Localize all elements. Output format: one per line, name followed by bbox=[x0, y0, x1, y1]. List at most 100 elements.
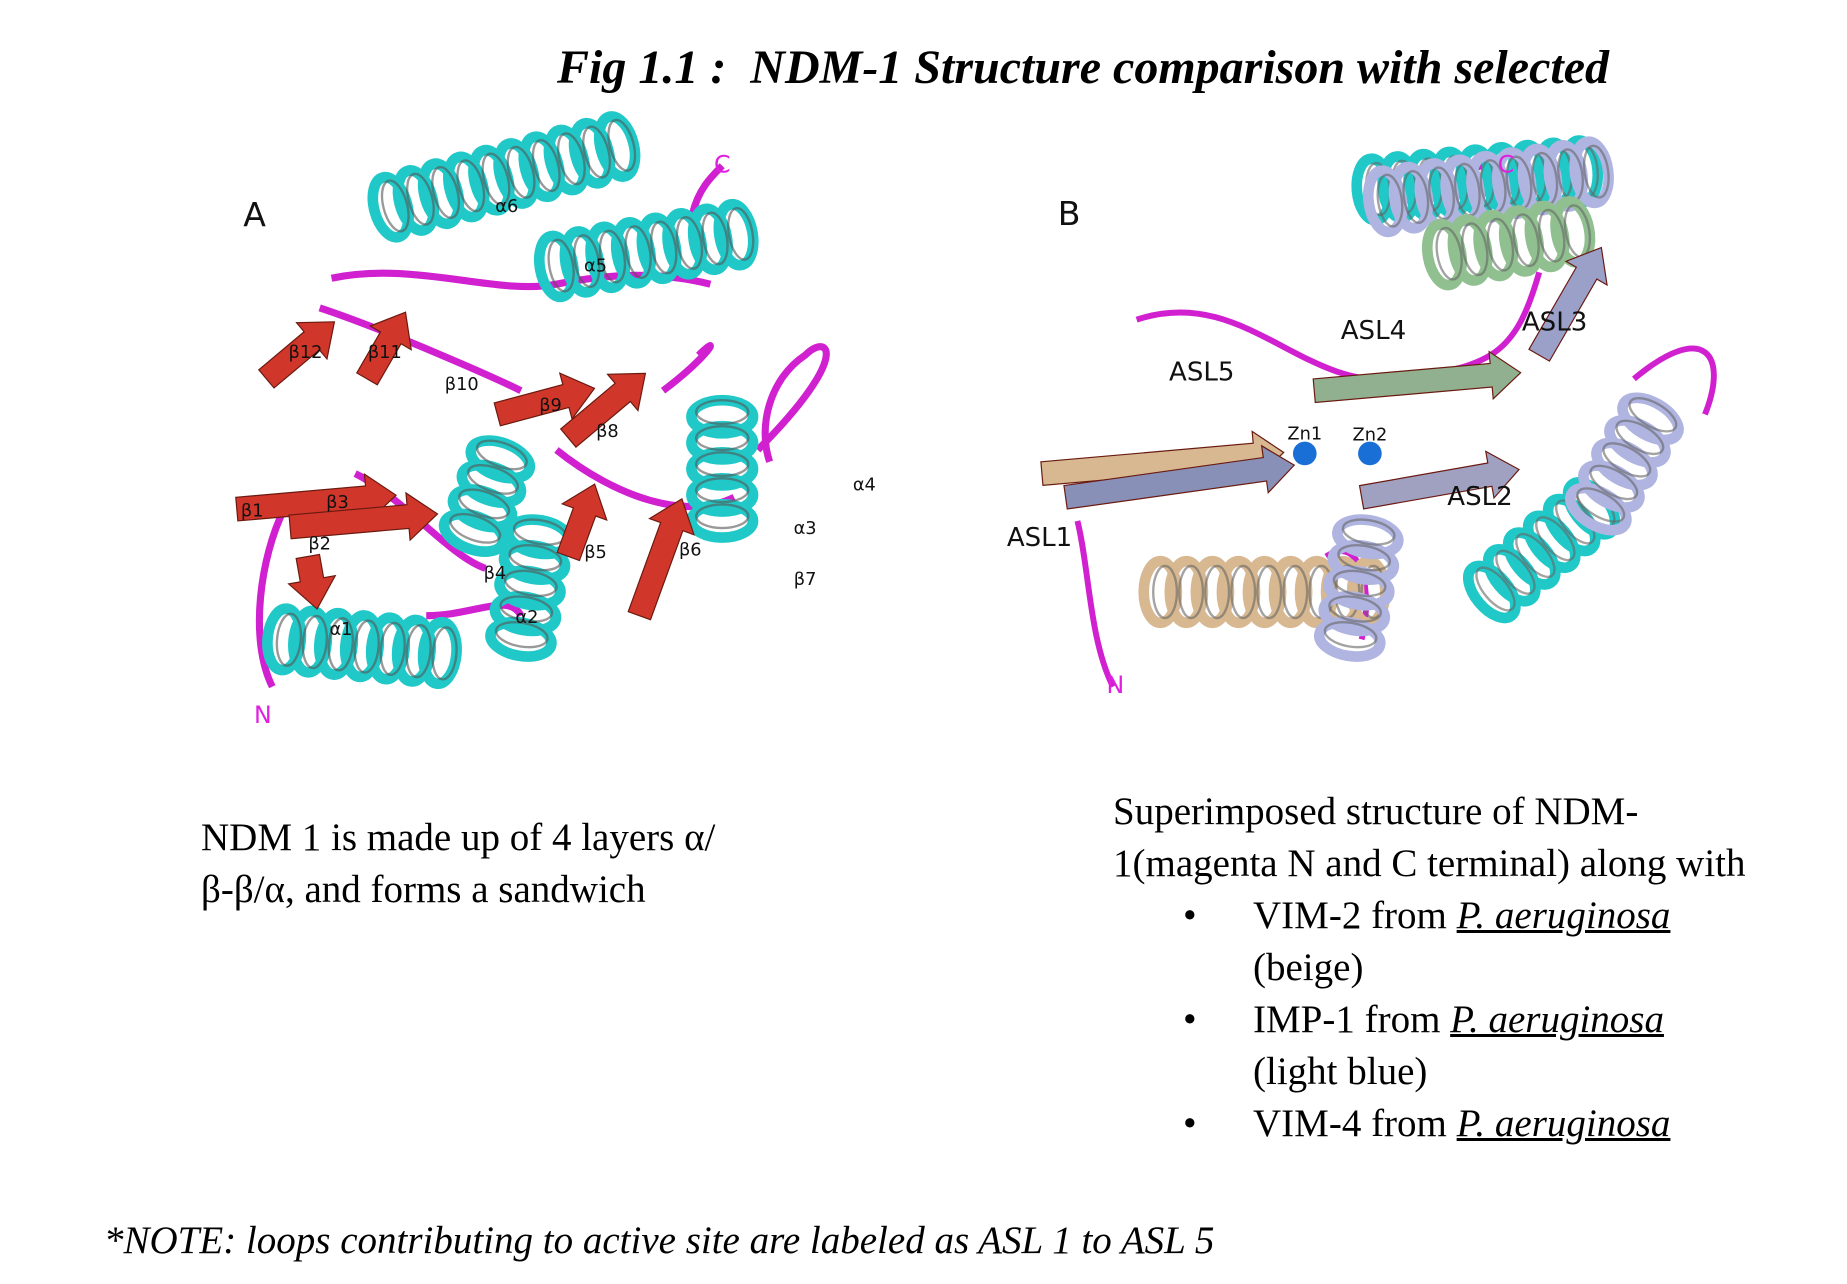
helix-edge bbox=[1515, 532, 1556, 579]
helix-edge bbox=[353, 619, 380, 674]
structure-label: ASL2 bbox=[1447, 482, 1512, 512]
strand bbox=[355, 311, 412, 386]
helix-edge bbox=[1328, 595, 1383, 623]
helix-turn bbox=[1421, 218, 1467, 291]
helix-edge bbox=[1435, 226, 1463, 281]
helix-edge bbox=[1152, 564, 1179, 620]
organism: P. aeruginosa bbox=[1450, 998, 1664, 1041]
helix-edge bbox=[503, 569, 558, 598]
structure-label: ASL4 bbox=[1341, 316, 1406, 346]
helix-turn bbox=[365, 612, 411, 685]
helix bbox=[1362, 136, 1614, 238]
helix-edge bbox=[499, 595, 554, 623]
panel-b-structure: B C ASL4 ASL3 ASL5 Zn1 Zn2 ASL2 ASL1 N bbox=[1007, 135, 1717, 699]
helix bbox=[686, 394, 759, 543]
color-note: (light blue) bbox=[1253, 1050, 1428, 1093]
helix-edge bbox=[431, 165, 461, 220]
helix-edge bbox=[1461, 222, 1489, 277]
helix-turn bbox=[1578, 460, 1645, 513]
zinc-ion bbox=[1292, 441, 1317, 466]
helix-edge bbox=[1475, 566, 1516, 612]
helix-edge bbox=[1538, 208, 1566, 263]
structure-label: α3 bbox=[794, 519, 817, 539]
helix-edge bbox=[275, 612, 303, 667]
strand bbox=[287, 553, 337, 610]
structure-label: B bbox=[1058, 194, 1081, 233]
helix-edge bbox=[695, 425, 750, 452]
structure-label: A bbox=[243, 195, 266, 234]
structure-label: β4 bbox=[484, 564, 507, 584]
strand bbox=[556, 483, 608, 562]
structure-label: N bbox=[254, 701, 272, 729]
helix-edge bbox=[701, 211, 729, 266]
helix-turn bbox=[543, 124, 591, 196]
helix-edge bbox=[695, 503, 750, 530]
structure-label: α2 bbox=[515, 608, 538, 628]
enzyme-name: VIM-2 from bbox=[1253, 894, 1457, 937]
helix-edge bbox=[467, 463, 520, 495]
helix-edge bbox=[494, 621, 549, 649]
helix-edge bbox=[582, 125, 612, 179]
helix bbox=[533, 198, 759, 303]
helix-edge bbox=[1323, 621, 1378, 649]
list-item: VIM-2 from P. aeruginosa (beige) bbox=[1183, 890, 1763, 994]
panel-a-structure: A Cα6 α5 β12 β11 β10 β9 β8 α4 β1 β3 β2 β4 β5 β6 α3 β7 α1 α… bbox=[235, 111, 876, 729]
helix-edge bbox=[1486, 217, 1515, 272]
structure-label: β11 bbox=[368, 343, 402, 363]
helix-edge bbox=[506, 145, 536, 199]
helix-edge bbox=[1535, 516, 1576, 562]
helix-edge bbox=[695, 451, 750, 478]
structure-label: Zn2 bbox=[1353, 426, 1388, 446]
helix-turn bbox=[1447, 214, 1493, 286]
helix-edge bbox=[650, 220, 678, 275]
structure-label: β7 bbox=[794, 570, 817, 590]
strand bbox=[288, 491, 439, 542]
structure-label: ASL3 bbox=[1522, 308, 1587, 338]
structure-label: β10 bbox=[445, 375, 479, 395]
helix-edge bbox=[547, 238, 575, 293]
figure-title: Fig 1.1 : NDM-1 Structure comparison wit… bbox=[556, 41, 1610, 94]
helix-edge bbox=[431, 626, 458, 681]
helix-edge bbox=[1341, 518, 1396, 546]
list-item: VIM-4 from P. aeruginosa bbox=[1183, 1098, 1763, 1150]
helix-edge bbox=[695, 477, 750, 504]
helix-edge bbox=[380, 179, 410, 233]
organism: P. aeruginosa bbox=[1456, 894, 1671, 937]
helix-edge bbox=[449, 512, 502, 544]
legend-list: VIM-2 from P. aeruginosa (beige) IMP-1 fro… bbox=[1113, 890, 1763, 1150]
structure-label: C bbox=[1498, 150, 1515, 178]
helix-edge bbox=[475, 439, 528, 471]
helix-edge bbox=[1582, 144, 1610, 199]
helix-edge bbox=[1495, 549, 1536, 595]
helix-edge bbox=[481, 152, 511, 206]
helix-edge bbox=[695, 399, 750, 426]
structure-label: α5 bbox=[584, 256, 607, 276]
helix-edge bbox=[573, 234, 601, 288]
helix-edge bbox=[1576, 487, 1626, 523]
helix bbox=[438, 435, 536, 557]
helix-edge bbox=[1337, 544, 1392, 572]
helix-edge bbox=[727, 206, 755, 261]
list-item: IMP-1 from P. aeruginosa (light blue) bbox=[1183, 994, 1763, 1098]
strand bbox=[257, 321, 336, 389]
helix bbox=[1565, 392, 1684, 536]
helix-edge bbox=[1230, 564, 1257, 620]
helix-turn bbox=[1617, 392, 1684, 446]
structure-label: β3 bbox=[326, 493, 349, 513]
helix-edge bbox=[301, 614, 329, 670]
helix bbox=[1421, 196, 1596, 291]
strand bbox=[1063, 444, 1296, 510]
strand bbox=[493, 372, 596, 427]
enzyme-name: IMP-1 from bbox=[1253, 998, 1451, 1041]
helix-edge bbox=[675, 216, 704, 270]
helix-edge bbox=[327, 617, 354, 672]
helix-edge bbox=[1402, 169, 1430, 225]
helix-edge bbox=[1332, 569, 1387, 598]
structure-label: N bbox=[1106, 671, 1124, 699]
enzyme-name: VIM-4 from bbox=[1253, 1102, 1457, 1145]
helix-turn bbox=[1482, 544, 1541, 607]
helix-edge bbox=[1615, 419, 1665, 456]
helix-edge bbox=[598, 229, 627, 284]
